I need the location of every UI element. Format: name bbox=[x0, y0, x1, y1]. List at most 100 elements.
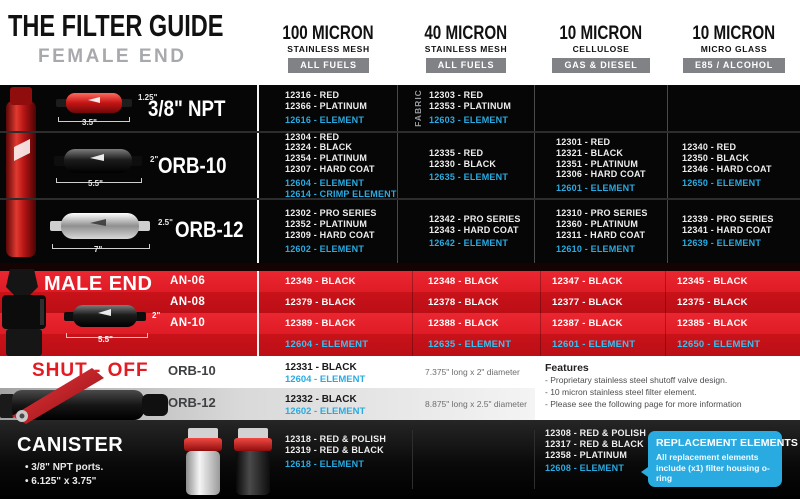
part-number: 12345 - BLACK bbox=[677, 276, 748, 287]
column-header-10-micron-cellulose: 10 MICRON CELLULOSE GAS & DIESEL bbox=[535, 24, 667, 73]
row-label-an10: AN-10 bbox=[170, 317, 206, 329]
element-part-number: 12608 - ELEMENT bbox=[545, 463, 625, 474]
element-part-number: 12602 - ELEMENT bbox=[285, 406, 366, 417]
features-title: Features bbox=[545, 362, 589, 374]
size-spec: 7.375" long x 2" diameter bbox=[425, 367, 520, 377]
element-part-number: 12610 - ELEMENT bbox=[556, 243, 636, 254]
cell-canister-100micron: 12318 - RED & POLISH 12319 - RED & BLACK … bbox=[260, 434, 397, 469]
table-row-orb10: 2" 5.5" ORB-10 12304 - RED 12324 - BLACK 1… bbox=[0, 131, 800, 200]
part-number: 12387 - BLACK bbox=[552, 318, 623, 329]
part-number: 12358 - PLATINUM bbox=[545, 449, 628, 460]
cell-orb12-100micron: 12302 - PRO SERIES 12352 - PLATINUM 12309 … bbox=[260, 200, 397, 263]
part-number: 12306 - HARD COAT bbox=[556, 169, 646, 180]
row-label-orb12: ORB-12 bbox=[168, 395, 216, 410]
element-part-number: 12604 - ELEMENT bbox=[285, 339, 369, 350]
table-row-npt: 1.25" 3.5" 3/8" NPT FABRIC 12316 - RED 12… bbox=[0, 85, 800, 133]
size-spec: 8.875" long x 2.5" diameter bbox=[425, 399, 527, 409]
part-number: 12351 - PLATINUM bbox=[556, 158, 639, 169]
male-end-section: AN-06 12349 - BLACK 12348 - BLACK 12347 … bbox=[0, 263, 800, 356]
section-label-female-end: FEMALE END bbox=[38, 46, 187, 67]
column-media-label: CELLULOSE bbox=[572, 44, 630, 54]
part-number: 12303 - RED bbox=[429, 90, 484, 101]
part-number: 12339 - PRO SERIES bbox=[682, 213, 774, 224]
part-number: 12388 - BLACK bbox=[428, 318, 499, 329]
column-divider bbox=[667, 85, 668, 263]
part-number: 12379 - BLACK bbox=[285, 297, 356, 308]
cell-npt-40micron: 12303 - RED 12353 - PLATINUM 12603 - ELEM… bbox=[398, 85, 534, 131]
part-number: 12348 - BLACK bbox=[428, 276, 499, 287]
part-number: 12316 - RED bbox=[285, 90, 340, 101]
npt-filter-image bbox=[56, 93, 132, 113]
feature-item: - Please see the following page for more… bbox=[545, 399, 742, 409]
fuel-badge: E85 / ALCOHOL bbox=[682, 58, 786, 73]
row-label: 3/8" NPT bbox=[148, 96, 226, 121]
part-number: 12360 - PLATINUM bbox=[556, 219, 639, 230]
fuel-badge: ALL FUELS bbox=[425, 58, 507, 73]
fuel-badge: GAS & DIESEL bbox=[552, 58, 650, 73]
page-title: THE FILTER GUIDE bbox=[8, 8, 224, 43]
column-divider bbox=[412, 430, 413, 489]
column-media-label: STAINLESS MESH bbox=[424, 44, 508, 54]
part-number: 12319 - RED & BLACK bbox=[285, 444, 384, 455]
column-divider bbox=[257, 271, 259, 356]
dimension-height: 2" bbox=[152, 311, 161, 320]
dimension-height: 1.25" bbox=[138, 93, 158, 102]
part-number: 12308 - RED & POLISH bbox=[545, 428, 647, 438]
dimension-line bbox=[56, 178, 142, 183]
element-part-number: 12650 - ELEMENT bbox=[677, 339, 761, 350]
column-divider bbox=[534, 85, 535, 263]
dimension-line bbox=[66, 333, 148, 338]
male-end-row-an10: AN-10 12389 - BLACK 12388 - BLACK 12387 … bbox=[0, 313, 800, 334]
column-divider bbox=[412, 271, 413, 356]
part-number: 12330 - BLACK bbox=[429, 158, 497, 169]
element-part-number: 12639 - ELEMENT bbox=[682, 238, 762, 249]
shut-off-valve-photo bbox=[0, 368, 168, 424]
cell-orb10-100micron: 12304 - RED 12324 - BLACK 12354 - PLATINUM… bbox=[260, 131, 397, 199]
column-divider bbox=[257, 85, 259, 263]
column-micron-label: 40 MICRON bbox=[424, 23, 508, 44]
part-number: 12352 - PLATINUM bbox=[285, 219, 368, 230]
cell-orb12-40micron: 12342 - PRO SERIES 12343 - HARD COAT 1264… bbox=[398, 200, 534, 263]
male-end-title: MALE END bbox=[44, 273, 153, 295]
part-number: 12377 - BLACK bbox=[552, 297, 623, 308]
dimension-length: 7" bbox=[94, 245, 103, 254]
cell-orb10-cellulose: 12301 - RED 12321 - BLACK 12351 - PLATINUM… bbox=[535, 133, 667, 198]
part-number: 12341 - HARD COAT bbox=[682, 224, 772, 235]
element-part-number: 12618 - ELEMENT bbox=[285, 458, 365, 469]
part-number: 12342 - PRO SERIES bbox=[429, 213, 521, 224]
part-number: 12354 - PLATINUM bbox=[285, 153, 368, 164]
column-header-100-micron: 100 MICRON STAINLESS MESH ALL FUELS bbox=[260, 24, 397, 73]
cell-canister-cellulose: 12308 - RED & POLISH 12317 - RED & BLACK 1… bbox=[535, 428, 667, 474]
element-part-number: 12614 - CRIMP ELEMENT bbox=[285, 188, 397, 199]
element-part-number: 12604 - ELEMENT bbox=[285, 177, 365, 188]
element-part-number: 12616 - ELEMENT bbox=[285, 114, 365, 125]
element-part-number: 12601 - ELEMENT bbox=[552, 339, 636, 350]
part-number: 12318 - RED & POLISH bbox=[285, 434, 387, 444]
part-number: 12317 - RED & BLACK bbox=[545, 438, 644, 449]
canister-section: CANISTER • 3/8" NPT ports. • 6.125" x 3.… bbox=[0, 420, 800, 499]
column-media-label: MICRO GLASS bbox=[700, 44, 768, 54]
male-end-row-elements: 12604 - ELEMENT 12635 - ELEMENT 12601 - … bbox=[0, 334, 800, 356]
dimension-height: 2.5" bbox=[158, 218, 173, 227]
element-part-number: 12601 - ELEMENT bbox=[556, 183, 636, 194]
cell-orb10-microglass: 12340 - RED 12350 - BLACK 12346 - HARD COA… bbox=[668, 133, 800, 198]
part-number: 12353 - PLATINUM bbox=[429, 101, 512, 112]
dimension-line bbox=[52, 244, 150, 249]
column-divider bbox=[540, 271, 541, 356]
column-divider bbox=[534, 430, 535, 489]
element-part-number: 12602 - ELEMENT bbox=[285, 243, 365, 254]
row-label: ORB-12 bbox=[175, 217, 244, 242]
part-number: 12309 - HARD COAT bbox=[285, 230, 375, 240]
canister-title: CANISTER bbox=[17, 434, 124, 456]
element-part-number: 12635 - ELEMENT bbox=[429, 172, 509, 183]
part-number: 12346 - HARD COAT bbox=[682, 164, 772, 174]
row-label: ORB-10 bbox=[158, 153, 227, 178]
element-part-number: 12604 - ELEMENT bbox=[285, 374, 366, 385]
part-number: 12389 - BLACK bbox=[285, 318, 356, 329]
cell-orb12-microglass: 12339 - PRO SERIES 12341 - HARD COAT 1263… bbox=[668, 200, 800, 263]
part-number: 12301 - RED bbox=[556, 137, 611, 147]
part-number: 12304 - RED bbox=[285, 131, 340, 142]
column-micron-label: 10 MICRON bbox=[692, 23, 776, 44]
cell-orb12-cellulose: 12310 - PRO SERIES 12360 - PLATINUM 12311 … bbox=[535, 200, 667, 263]
